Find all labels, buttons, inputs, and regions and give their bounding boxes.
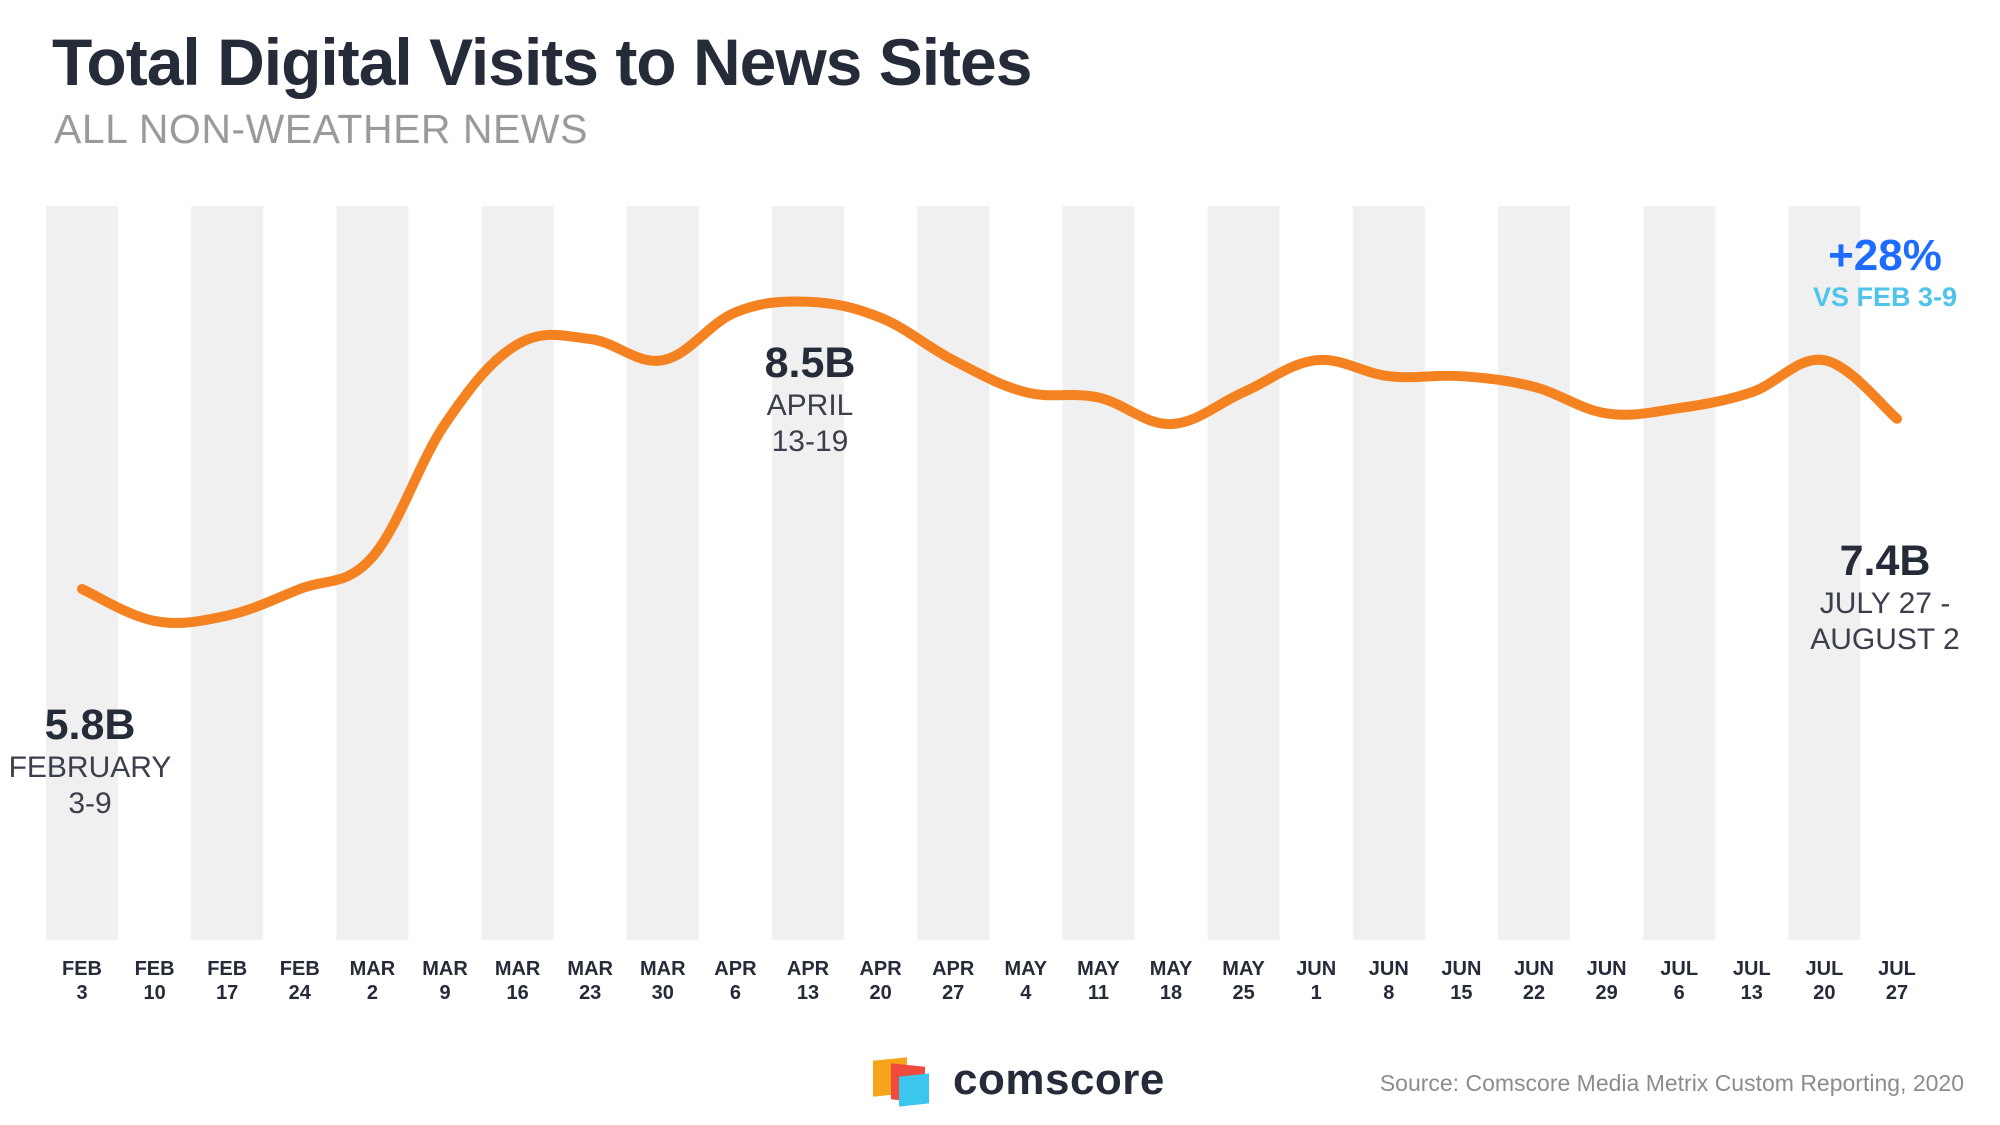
x-tick-label: FEB 17 <box>207 958 247 1004</box>
start-value: 5.8B <box>44 701 136 749</box>
chart-title: Total Digital Visits to News Sites <box>52 25 1032 99</box>
x-tick-label: MAR 2 <box>350 958 396 1004</box>
start-annotation: 5.8B FEBRUARY 3-9 <box>0 700 180 822</box>
series-line <box>77 296 1902 628</box>
series-line-layer <box>77 296 1902 628</box>
start-label-line2: 3-9 <box>68 787 112 820</box>
background-band <box>626 206 699 940</box>
x-tick-label: FEB 24 <box>280 958 320 1004</box>
change-annotation: +28% VS FEB 3-9 <box>1790 232 1980 314</box>
x-tick-label: JUN 8 <box>1369 958 1409 1004</box>
peak-annotation: 8.5B APRIL 13-19 <box>720 338 900 460</box>
x-tick-label: JUL 6 <box>1660 958 1698 1004</box>
x-tick-label: FEB 3 <box>62 958 102 1004</box>
x-tick-label: APR 6 <box>714 958 757 1004</box>
background-band <box>46 206 118 940</box>
x-tick-label: MAR 9 <box>422 958 468 1004</box>
background-band <box>772 206 844 940</box>
change-value: +28% <box>1828 231 1942 280</box>
x-tick-label: MAY 25 <box>1222 958 1265 1004</box>
x-tick-label: APR 20 <box>859 958 902 1004</box>
x-axis-ticks: FEB 3 FEB 10 FEB 17 FEB 24 MAR 2 MAR 9 MAR 16 MAR 23 MAR… <box>62 958 1916 1004</box>
peak-label-line2: 13-19 <box>771 425 849 458</box>
source-note: Source: Comscore Media Metrix Custom Rep… <box>1379 1070 1964 1096</box>
x-tick-label: MAY 18 <box>1150 958 1193 1004</box>
background-band <box>1498 206 1570 940</box>
x-tick-label: MAY 11 <box>1077 958 1120 1004</box>
chart-subtitle: ALL NON-WEATHER NEWS <box>54 106 588 152</box>
x-tick-label: JUL 13 <box>1733 958 1771 1004</box>
background-band <box>1062 206 1135 940</box>
start-label-line1: FEBRUARY <box>8 751 172 784</box>
background-band <box>191 206 264 940</box>
comscore-logo: comscore <box>873 1055 1165 1107</box>
peak-value: 8.5B <box>764 339 856 387</box>
x-tick-label: MAY 4 <box>1004 958 1047 1004</box>
x-tick-label: MAR 30 <box>640 958 686 1004</box>
end-value: 7.4B <box>1839 537 1931 585</box>
end-label-line2: AUGUST 2 <box>1810 623 1960 656</box>
x-tick-label: APR 27 <box>932 958 975 1004</box>
x-tick-label: MAR 23 <box>567 958 613 1004</box>
background-band <box>1352 206 1425 940</box>
comscore-logo-icon <box>873 1055 929 1107</box>
comscore-logo-text: comscore <box>953 1055 1165 1104</box>
x-tick-label: JUL 27 <box>1878 958 1916 1004</box>
x-tick-label: APR 13 <box>787 958 830 1004</box>
x-tick-label: JUN 15 <box>1441 958 1481 1004</box>
x-tick-label: JUN 1 <box>1296 958 1336 1004</box>
background-band <box>1788 206 1861 940</box>
x-tick-label: MAR 16 <box>495 958 541 1004</box>
background-band <box>917 206 990 940</box>
background-band <box>481 206 554 940</box>
x-tick-label: JUL 20 <box>1806 958 1844 1004</box>
peak-label-line1: APRIL <box>766 389 854 422</box>
end-label-line1: JULY 27 - <box>1819 587 1951 620</box>
background-bands <box>46 206 1861 940</box>
x-tick-label: FEB 10 <box>135 958 175 1004</box>
background-band <box>1207 206 1280 940</box>
background-band <box>1643 206 1716 940</box>
change-label: VS FEB 3-9 <box>1812 282 1958 312</box>
x-tick-label: JUN 29 <box>1587 958 1627 1004</box>
x-tick-label: JUN 22 <box>1514 958 1554 1004</box>
end-annotation: 7.4B JULY 27 - AUGUST 2 <box>1780 536 1990 658</box>
